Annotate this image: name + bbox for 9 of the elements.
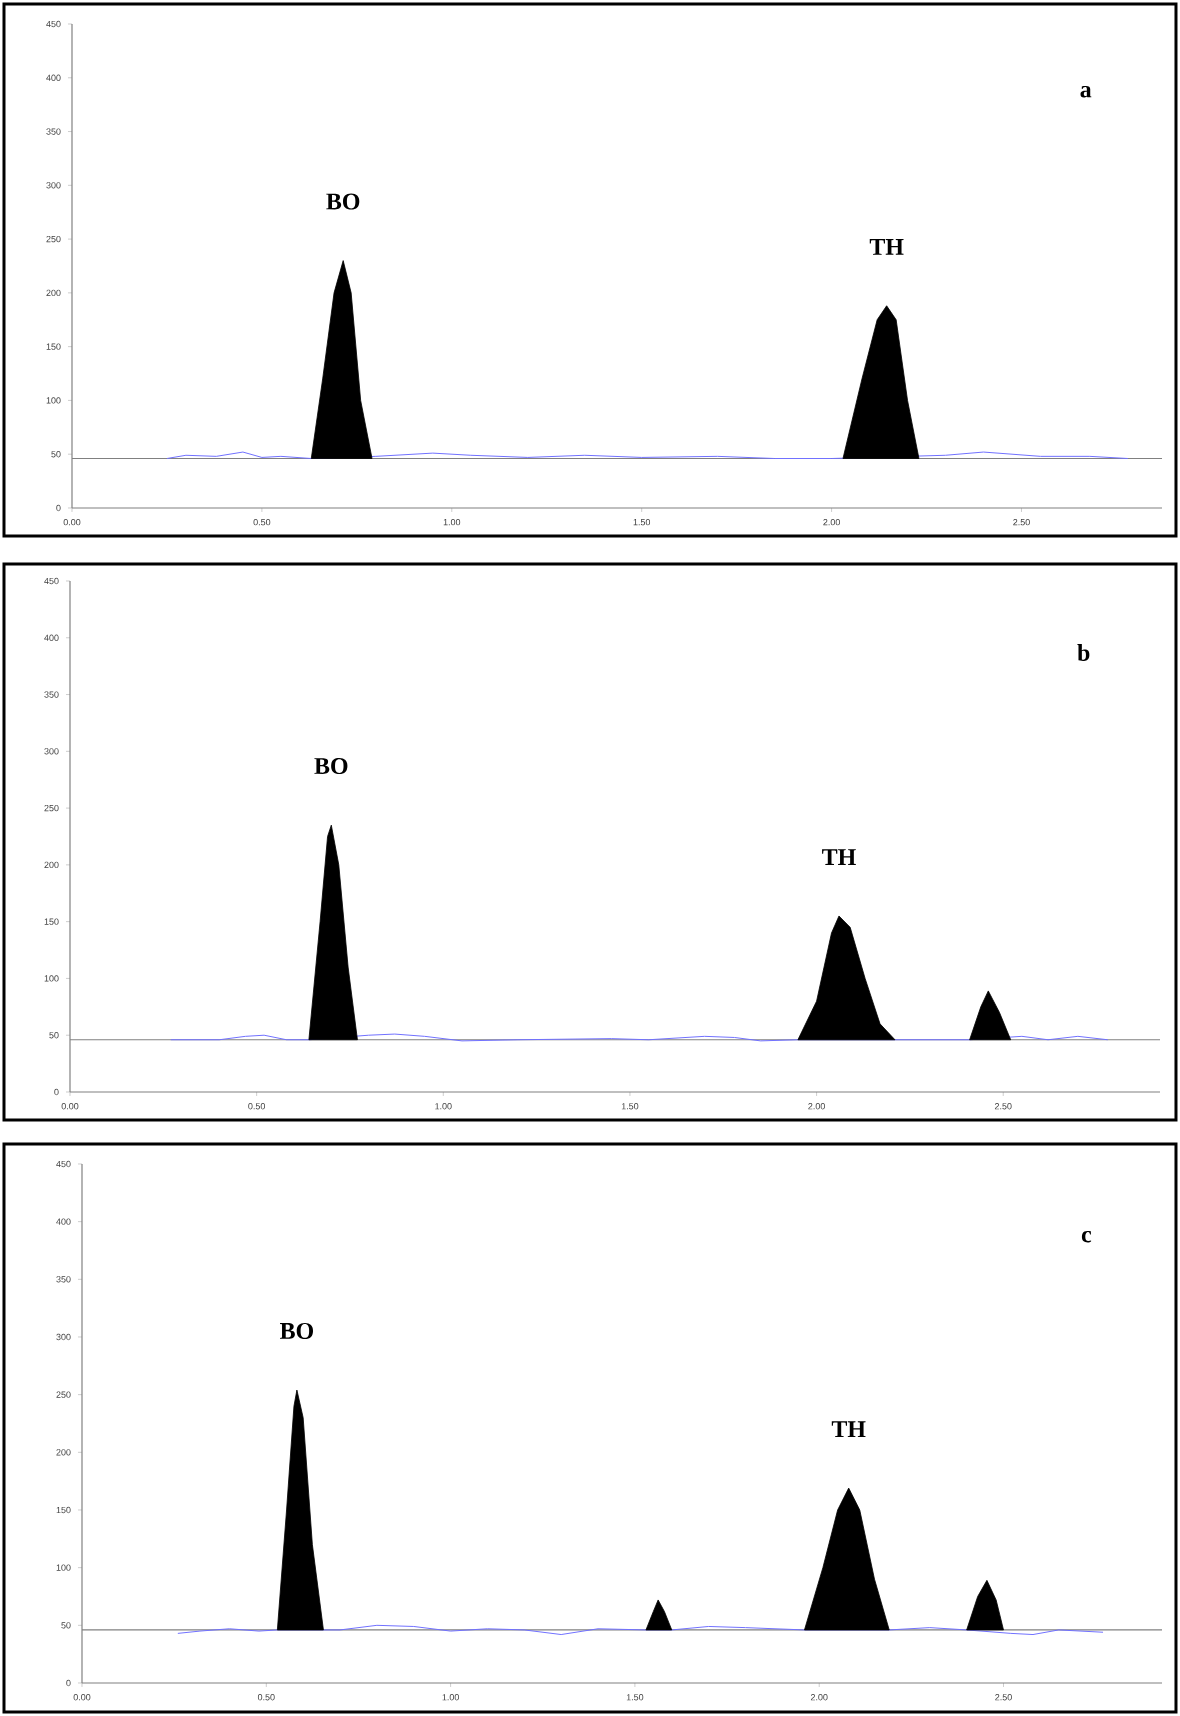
annotation: b (1077, 644, 1090, 661)
annotation: c (1081, 1230, 1092, 1243)
annotation: TH (822, 849, 856, 865)
annotation: BO (280, 1322, 314, 1339)
annotation: TH (869, 239, 904, 255)
annotation: a (1080, 86, 1092, 98)
annotation: TH (831, 1421, 866, 1438)
annotation: BO (314, 758, 348, 775)
annotation: BO (326, 193, 360, 210)
